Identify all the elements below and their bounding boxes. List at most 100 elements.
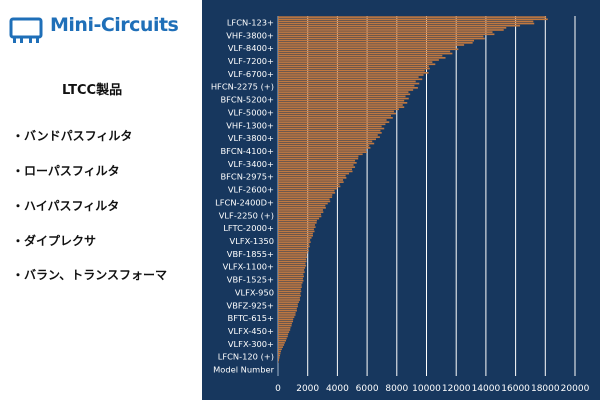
bar: [278, 72, 429, 74]
section-title: LTCC製品: [62, 83, 123, 98]
bar: [278, 256, 308, 258]
x-tick-label: 10000: [412, 384, 441, 394]
bar: [278, 134, 378, 136]
bar: [278, 114, 391, 117]
x-tick-label: 4000: [326, 384, 349, 394]
category-label: VHF-3800+: [226, 30, 274, 40]
category-label: BFCN-4100+: [220, 146, 274, 156]
bar: [278, 74, 424, 76]
bar: [278, 196, 333, 198]
bar: [278, 228, 314, 231]
bar: [278, 48, 459, 51]
bar: [278, 286, 302, 288]
bar: [278, 104, 403, 106]
bar: [278, 132, 382, 134]
bar: [278, 162, 357, 164]
bar: [278, 318, 294, 321]
bar: [278, 142, 375, 145]
bar: [278, 76, 419, 78]
category-label: BFTC-615+: [228, 313, 275, 323]
bar: [278, 245, 310, 248]
bar: [278, 267, 306, 269]
bar: [278, 232, 313, 235]
chart-canvas: LFCN-123+ VHF-3800+ VLF-8400+ VLF-7200+ VLF-…: [211, 16, 590, 394]
bar: [278, 125, 382, 128]
bar: [278, 226, 316, 228]
bar: [278, 24, 521, 27]
bar: [278, 314, 296, 316]
bar: [278, 99, 405, 102]
bar: [278, 357, 280, 359]
bar: [278, 31, 493, 33]
bar: [278, 117, 393, 119]
category-label: VLFX-450+: [228, 326, 274, 336]
bar: [278, 335, 288, 338]
category-label: VLF-6700+: [228, 69, 274, 79]
bar: [278, 342, 285, 344]
bar: [278, 213, 322, 216]
bar: [278, 271, 305, 273]
bar: [278, 67, 430, 70]
bar-chart: LFCN-123+ VHF-3800+ VLF-8400+ VLF-7200+ VLF-…: [202, 0, 600, 400]
bar: [278, 194, 333, 196]
bar: [278, 129, 381, 132]
bullet-lowpass-filter: ・ローパスフィルタ: [12, 164, 120, 178]
bar: [278, 297, 300, 299]
bar: [278, 151, 367, 153]
bar: [278, 164, 354, 166]
bar: [278, 174, 346, 177]
category-label: Model Number: [213, 365, 274, 375]
bar: [278, 123, 386, 126]
x-tick-label: 14000: [472, 384, 501, 394]
bar: [278, 269, 305, 271]
bullet-diplexer: ・ダイプレクサ: [12, 234, 97, 248]
bar: [278, 211, 324, 213]
brand-name: Mini-Circuits: [50, 14, 179, 36]
bar: [278, 282, 303, 284]
bar: [278, 37, 485, 40]
bar: [278, 27, 507, 29]
bar: [278, 33, 495, 36]
bar: [278, 82, 420, 85]
bar: [278, 258, 307, 261]
category-label: LFCN-2400D+: [215, 197, 274, 207]
bar: [278, 97, 409, 100]
bar: [278, 57, 446, 59]
bar: [278, 204, 326, 207]
bar: [278, 29, 504, 31]
category-label: LFCN-123+: [227, 17, 274, 27]
category-label: VBF-1525+: [227, 275, 274, 285]
category-label: VHF-1300+: [226, 120, 274, 130]
bar: [278, 277, 303, 280]
bar: [278, 168, 353, 171]
bar: [278, 189, 335, 192]
bar: [278, 110, 394, 113]
bar: [278, 279, 304, 282]
x-tick-label: 20000: [561, 384, 590, 394]
bar: [278, 138, 377, 141]
bar: [278, 275, 304, 278]
bar: [278, 350, 281, 353]
category-label: LFCN-120 (+): [218, 352, 274, 362]
bar: [278, 185, 341, 188]
bar: [278, 149, 367, 151]
bar: [278, 106, 405, 108]
bar: [278, 127, 385, 130]
bar: [278, 187, 338, 190]
bar: [278, 172, 350, 175]
category-label: VLF-3800+: [228, 133, 274, 143]
bullet-bandpass-filter: ・バンドパスフィルタ: [12, 129, 133, 143]
bar: [278, 322, 292, 325]
bar: [278, 252, 308, 254]
bar: [278, 359, 280, 361]
bar: [278, 224, 315, 226]
bar: [278, 183, 340, 186]
bar: [278, 147, 371, 149]
bar: [278, 324, 292, 327]
bar: [278, 91, 409, 93]
x-tick-label: 6000: [356, 384, 379, 394]
bar: [278, 59, 439, 61]
bar: [278, 303, 298, 306]
bar: [278, 65, 429, 68]
x-tick-label: 18000: [531, 384, 560, 394]
